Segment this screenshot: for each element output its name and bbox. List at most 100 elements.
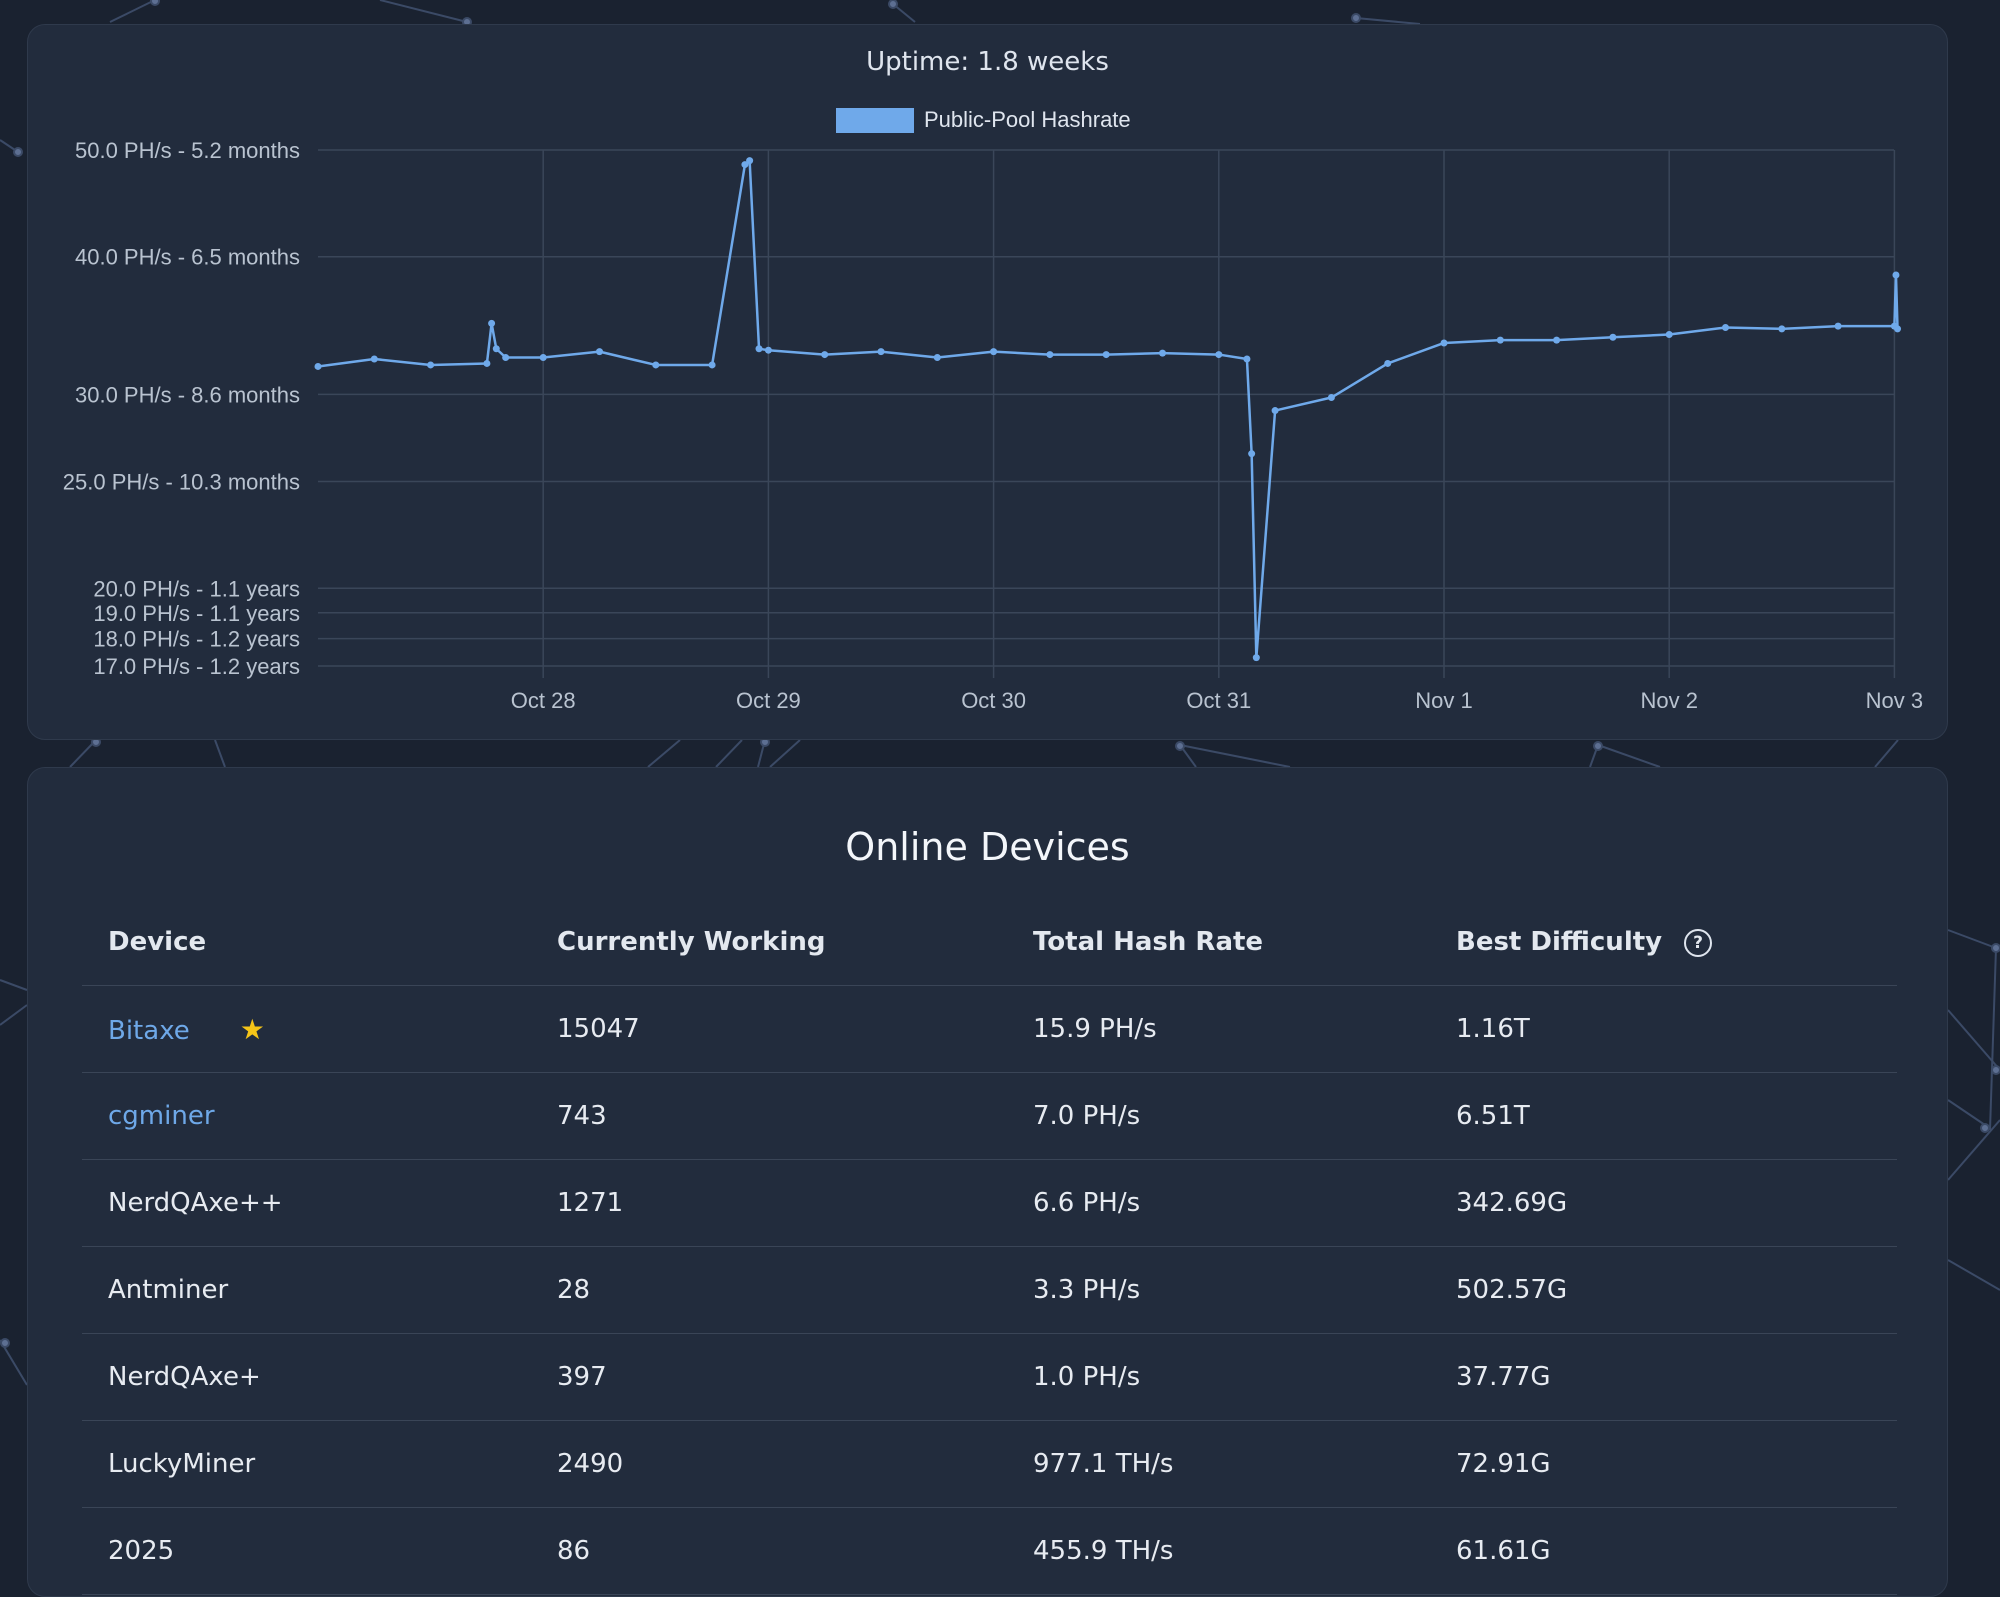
hashrate-data-point [1215, 351, 1223, 359]
x-tick-label: Oct 28 [511, 688, 576, 713]
hashrate-data-point [933, 354, 941, 362]
hashrate-data-point [1496, 336, 1504, 344]
hashrate-data-point [1834, 322, 1842, 330]
hash-rate-cell: 6.6 PH/s [1007, 1159, 1430, 1247]
hashrate-data-point [492, 345, 500, 353]
x-tick-label: Nov 2 [1640, 688, 1697, 713]
device-name: LuckyMiner [108, 1449, 256, 1479]
hashrate-data-point [1440, 339, 1448, 347]
chart-title: Uptime: 1.8 weeks [866, 47, 1109, 77]
x-tick-label: Oct 31 [1186, 688, 1251, 713]
best-difficulty-cell: 1.16T [1430, 985, 1897, 1073]
hash-rate-cell: 455.9 TH/s [1007, 1507, 1430, 1595]
help-icon[interactable]: ? [1684, 928, 1713, 957]
hashrate-data-point [1046, 351, 1054, 359]
hashrate-data-point [1778, 325, 1786, 333]
column-header-device: Device [82, 899, 531, 986]
hash-rate-cell: 3.3 PH/s [1007, 1246, 1430, 1334]
device-rows: Bitaxe ★ 15047 15.9 PH/s 1.16T cgminer 743 7.0 … [82, 985, 1897, 1595]
x-tick-label: Nov 1 [1415, 688, 1472, 713]
table-header-row: Device Currently Working Total Hash Rate… [82, 899, 1897, 986]
hashrate-data-point [539, 354, 547, 362]
device-name: NerdQAxe+ [108, 1362, 261, 1392]
currently-working-cell: 28 [531, 1246, 1007, 1334]
hashrate-data-point [1327, 394, 1335, 402]
hashrate-data-point [1252, 654, 1260, 662]
hashrate-data-point [488, 319, 496, 327]
y-tick-label: 50.0 PH/s - 5.2 months [75, 138, 300, 163]
hash-rate-cell: 1.0 PH/s [1007, 1333, 1430, 1421]
currently-working-cell: 15047 [531, 985, 1007, 1073]
hashrate-data-point [1384, 359, 1392, 367]
hashrate-data-point [1248, 450, 1256, 458]
hashrate-data-point [821, 351, 829, 359]
device-cell: cgminer [82, 1072, 531, 1160]
hash-rate-cell: 7.0 PH/s [1007, 1072, 1430, 1160]
device-name: Antminer [108, 1275, 229, 1305]
hashrate-data-point [652, 361, 660, 369]
table-row: cgminer 743 7.0 PH/s 6.51T [82, 1072, 1897, 1160]
column-header-best-difficulty: Best Difficulty? [1430, 899, 1897, 986]
hashrate-data-point [1894, 325, 1902, 333]
hashrate-data-point [764, 346, 772, 354]
online-devices-card: Online Devices Device Currently Working … [27, 767, 1948, 1597]
background-network [0, 0, 2000, 1386]
column-header-total-hash-rate: Total Hash Rate [1007, 899, 1430, 986]
y-tick-label: 40.0 PH/s - 6.5 months [75, 245, 300, 270]
legend-swatch [836, 107, 914, 133]
table-row: LuckyMiner 2490 977.1 TH/s 72.91G [82, 1420, 1897, 1508]
currently-working-cell: 86 [531, 1507, 1007, 1595]
hash-rate-cell: 977.1 TH/s [1007, 1420, 1430, 1508]
hashrate-chart-card: Uptime: 1.8 weeks Public-Pool Hashrate 5… [27, 24, 1948, 740]
device-cell: Antminer [82, 1246, 531, 1334]
hashrate-data-point [1271, 407, 1279, 415]
best-difficulty-cell: 37.77G [1430, 1333, 1897, 1421]
hashrate-data-point [746, 157, 754, 165]
currently-working-cell: 1271 [531, 1159, 1007, 1247]
hashrate-data-point [708, 361, 716, 369]
device-name: 2025 [108, 1536, 175, 1566]
hashrate-data-point [502, 354, 510, 362]
device-cell: Bitaxe ★ [82, 985, 531, 1073]
hashrate-data-point [1553, 336, 1561, 344]
hashrate-chart: 50.0 PH/s - 5.2 months 40.0 PH/s - 6.5 mo… [63, 138, 1923, 713]
device-link[interactable]: Bitaxe [108, 1015, 190, 1046]
hashrate-data-point [741, 161, 749, 169]
y-tick-label: 19.0 PH/s - 1.1 years [93, 601, 300, 626]
hashrate-data-point [314, 362, 322, 370]
y-tick-label: 20.0 PH/s - 1.1 years [93, 576, 300, 601]
hashrate-data-point [427, 361, 435, 369]
device-link[interactable]: cgminer [108, 1101, 215, 1131]
best-difficulty-cell: 72.91G [1430, 1420, 1897, 1508]
y-tick-label: 25.0 PH/s - 10.3 months [63, 470, 300, 495]
hashrate-series-line [317, 159, 1899, 659]
y-tick-label: 18.0 PH/s - 1.2 years [93, 627, 300, 652]
table-row: Antminer 28 3.3 PH/s 502.57G [82, 1246, 1897, 1334]
table-row: NerdQAxe+ 397 1.0 PH/s 37.77G [82, 1333, 1897, 1421]
best-difficulty-cell: 502.57G [1430, 1246, 1897, 1334]
currently-working-cell: 397 [531, 1333, 1007, 1421]
legend-label: Public-Pool Hashrate [924, 107, 1131, 132]
column-header-currently-working: Currently Working [531, 899, 1007, 986]
hashrate-data-point [1159, 349, 1166, 357]
chart-legend[interactable]: Public-Pool Hashrate [836, 107, 1131, 133]
best-difficulty-cell: 342.69G [1430, 1159, 1897, 1247]
best-difficulty-cell: 61.61G [1430, 1507, 1897, 1595]
device-name: NerdQAxe++ [108, 1188, 283, 1218]
best-difficulty-cell: 6.51T [1430, 1072, 1897, 1160]
devices-title: Online Devices [845, 825, 1130, 869]
currently-working-cell: 743 [531, 1072, 1007, 1160]
hashrate-data-point [596, 348, 603, 356]
device-cell: NerdQAxe+ [82, 1333, 531, 1421]
x-tick-label: Oct 30 [961, 688, 1026, 713]
hashrate-data-point [990, 348, 998, 356]
devices-table: Device Currently Working Total Hash Rate… [82, 899, 1897, 1595]
hashrate-data-point [1609, 333, 1617, 341]
currently-working-cell: 2490 [531, 1420, 1007, 1508]
hashrate-data-point [1892, 271, 1900, 279]
y-tick-label: 17.0 PH/s - 1.2 years [93, 654, 300, 679]
hash-rate-cell: 15.9 PH/s [1007, 985, 1430, 1073]
hashrate-data-point [1722, 323, 1729, 331]
hashrate-data-point [1243, 355, 1251, 363]
hashrate-data-point [483, 359, 491, 367]
